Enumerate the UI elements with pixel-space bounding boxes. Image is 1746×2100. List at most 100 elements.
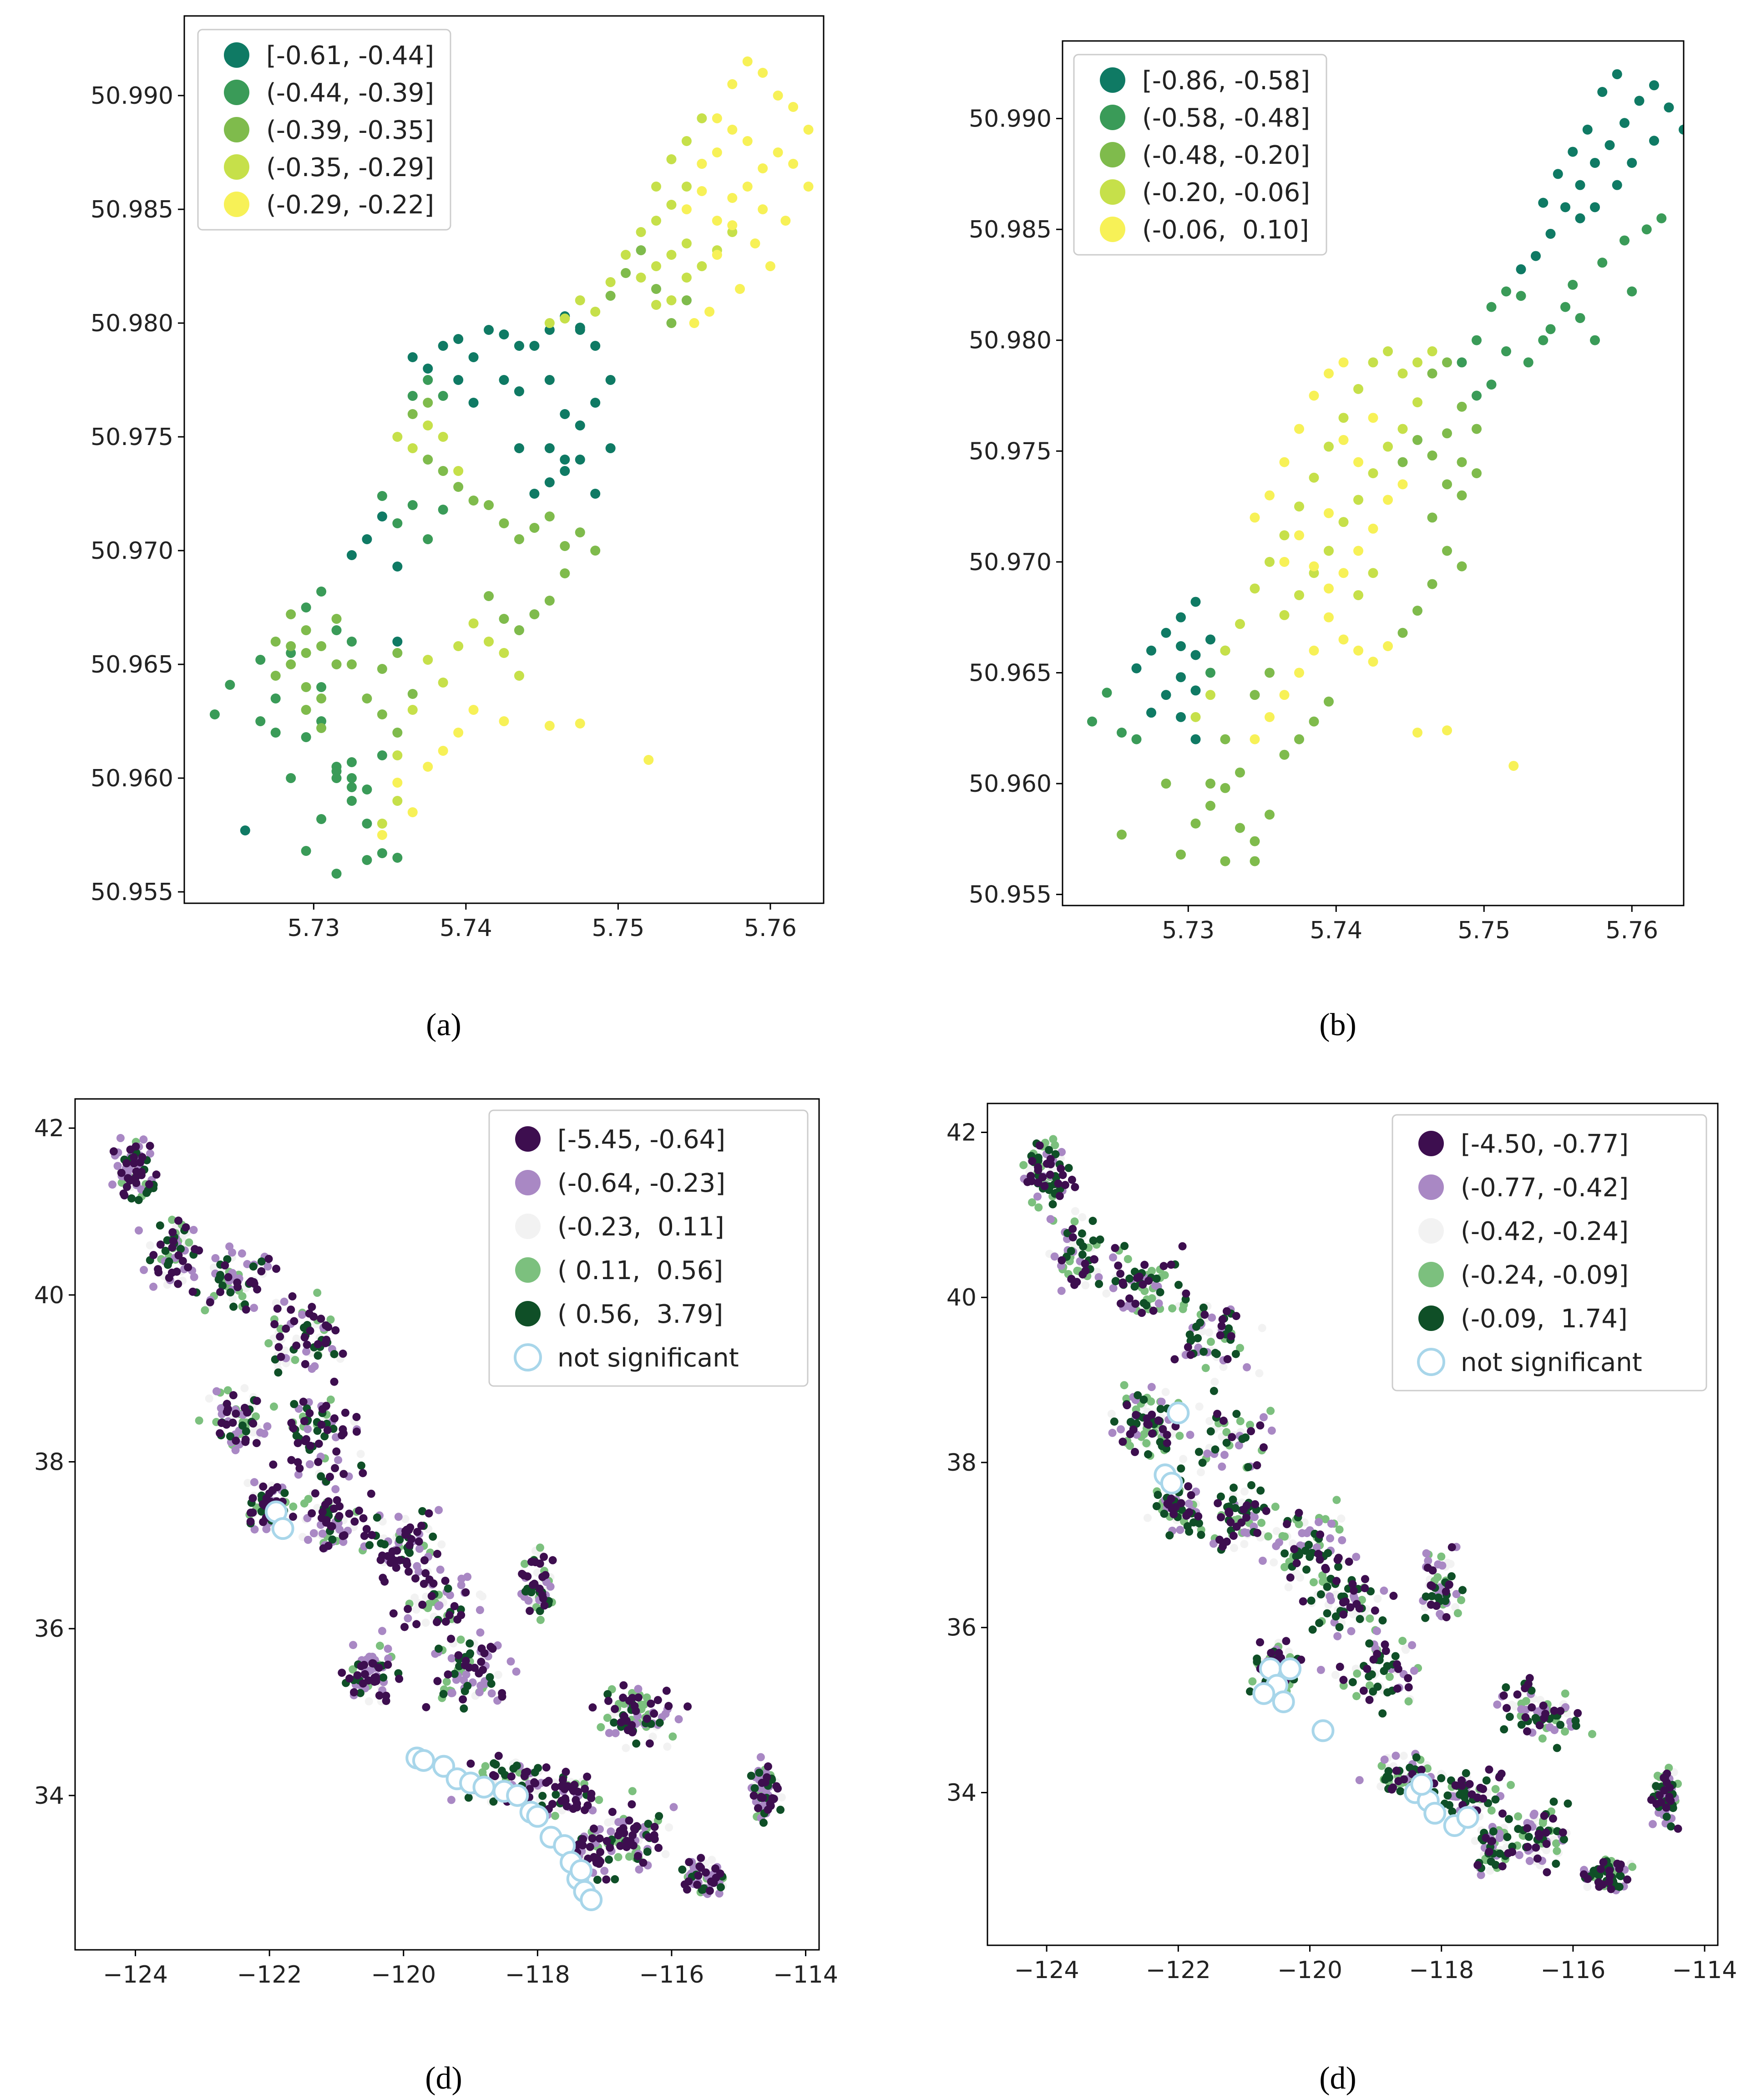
data-point: [1267, 1426, 1276, 1435]
data-point: [156, 1240, 165, 1249]
data-point: [1231, 1350, 1240, 1358]
data-point: [526, 1607, 534, 1615]
data-point: [377, 830, 387, 840]
data-point: [1616, 1871, 1625, 1880]
data-point: [1142, 1301, 1151, 1310]
data-point: [1192, 1322, 1200, 1331]
data-point: [548, 1556, 557, 1564]
data-point: [1532, 1843, 1540, 1852]
data-point: [514, 386, 524, 396]
data-point: [788, 102, 799, 112]
data-point: [484, 637, 494, 647]
data-point: [1232, 1312, 1240, 1321]
data-point: [433, 1677, 442, 1685]
data-point: [683, 1702, 692, 1711]
data-point: [1266, 1407, 1275, 1415]
data-point: [685, 1858, 693, 1867]
data-point: [427, 1592, 436, 1600]
data-point: [1552, 1859, 1560, 1868]
data-point: [1590, 202, 1600, 213]
data-point: [168, 1215, 177, 1224]
data-point: [1458, 1586, 1467, 1594]
data-point: [222, 1420, 231, 1429]
data-point: [1205, 779, 1215, 789]
data-point: [404, 1604, 412, 1613]
data-point: [1353, 384, 1363, 394]
y-tick-label: 50.975: [91, 424, 173, 451]
data-point: [1181, 1295, 1190, 1304]
data-point: [223, 1386, 232, 1395]
panel-b: (b) 5.73 5.74 5.75 5.76 50.955 50.960 50.965 50…: [969, 40, 1685, 1042]
data-point: [335, 1502, 344, 1511]
data-point: [1353, 1669, 1361, 1678]
data-point: [1262, 1507, 1270, 1515]
data-point: [138, 1153, 147, 1161]
data-point: [1182, 1289, 1190, 1298]
data-point: [1667, 1822, 1675, 1831]
data-point: [1590, 157, 1600, 168]
data-point: [1205, 1417, 1214, 1425]
data-point: [622, 1842, 631, 1851]
data-point: [1457, 357, 1467, 368]
data-point: [1184, 1499, 1193, 1508]
data-point: [1271, 1503, 1280, 1511]
data-point: [262, 1525, 271, 1533]
data-point: [246, 1508, 255, 1517]
data-point: [298, 1311, 307, 1319]
data-point: [232, 1437, 240, 1445]
data-point: [1250, 836, 1260, 846]
data-point: [1397, 424, 1408, 434]
data-point: [1545, 1723, 1554, 1731]
axes-frame: [74, 1098, 820, 1951]
data-point: [1156, 1405, 1165, 1413]
data-point: [1442, 725, 1452, 736]
data-point: [1270, 1558, 1278, 1567]
data-point: [1034, 1178, 1043, 1187]
data-point: [634, 1693, 643, 1702]
data-point: [1493, 1700, 1502, 1709]
legend-marker: [224, 42, 249, 68]
data-point: [1361, 1575, 1369, 1584]
data-point: [1314, 1518, 1323, 1526]
caption-d-right: (d): [1319, 2061, 1356, 2096]
legend-label: (-0.48, -0.20]: [1142, 141, 1310, 170]
data-point: [1240, 1540, 1249, 1548]
data-point: [1071, 1183, 1079, 1191]
legend-label: (-0.24, -0.09]: [1461, 1260, 1629, 1290]
data-point: [375, 1641, 384, 1650]
data-point: [1393, 1684, 1402, 1693]
data-point: [401, 1515, 410, 1523]
data-point: [232, 1409, 240, 1418]
data-point: [697, 1854, 705, 1862]
data-point: [1303, 1529, 1311, 1538]
data-point: [1575, 180, 1585, 190]
data-point: [1338, 634, 1349, 645]
data-point: [216, 1429, 224, 1437]
data-point: [421, 1569, 430, 1578]
data-point: [619, 1693, 628, 1702]
data-point: [1498, 1862, 1507, 1871]
data-point: [560, 455, 570, 465]
data-point: [520, 1559, 529, 1568]
data-point: [316, 693, 327, 703]
data-point: [317, 1420, 326, 1429]
data-point: [1210, 1377, 1219, 1386]
data-point: [1501, 346, 1511, 357]
data-point: [305, 1409, 314, 1417]
data-point: [1219, 1362, 1228, 1371]
data-point: [1462, 1769, 1470, 1777]
data-point: [259, 1482, 268, 1491]
data-point: [664, 1702, 673, 1710]
data-point: [1452, 1590, 1461, 1599]
data-point: [256, 1428, 264, 1437]
data-point: [1339, 1681, 1348, 1690]
data-point: [1437, 1552, 1446, 1561]
data-point: [647, 1700, 655, 1708]
data-point: [1368, 357, 1378, 368]
data-point: [146, 1241, 154, 1250]
data-point: [384, 1654, 393, 1663]
data-point: [1046, 1215, 1055, 1224]
data-point: [1292, 1559, 1301, 1568]
data-point: [1503, 1704, 1511, 1712]
data-point: [1131, 1300, 1140, 1308]
